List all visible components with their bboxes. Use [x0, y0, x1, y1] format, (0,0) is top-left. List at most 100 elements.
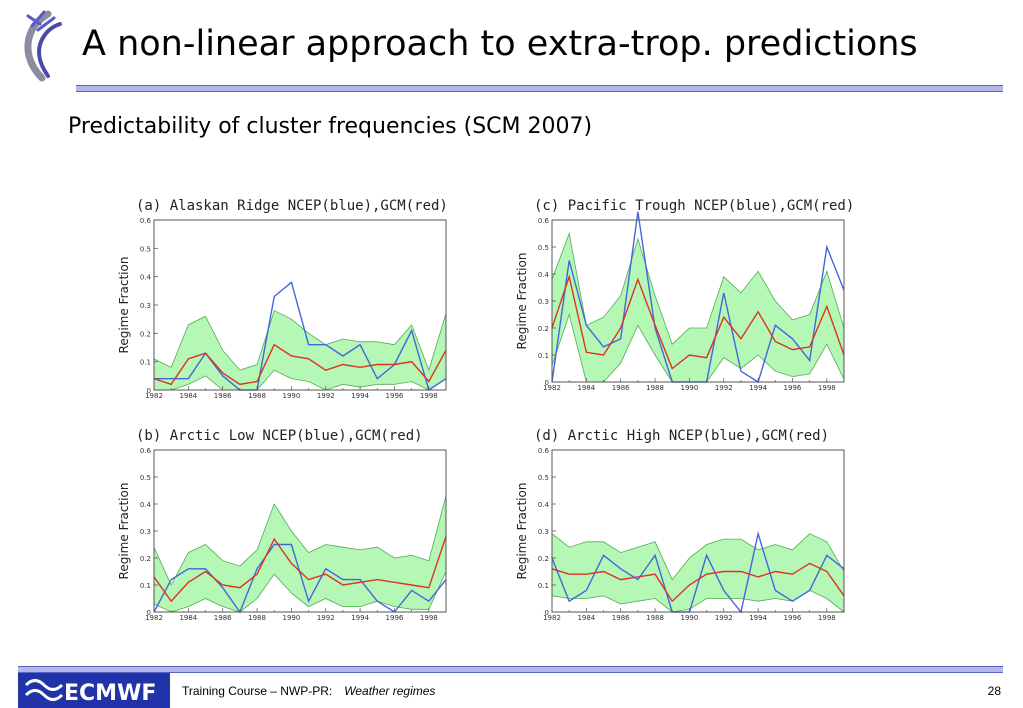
y-tick-label: 0 [545, 379, 549, 387]
ncep-line [153, 543, 447, 614]
y-tick-label: 0.1 [538, 582, 549, 590]
x-tick-label: 1996 [784, 384, 802, 392]
y-tick-label: 0.1 [140, 582, 151, 590]
x-tick-label: 1996 [784, 614, 802, 622]
x-tick-label: 1990 [680, 614, 698, 622]
y-tick-label: 0 [147, 387, 151, 395]
title-divider [76, 85, 1003, 92]
chart-title: (a) Alaskan Ridge NCEP(blue),GCM(red) [136, 198, 448, 214]
ecmwf-logo-text: ECMWF [64, 681, 156, 706]
x-tick-label: 1992 [317, 614, 335, 622]
chart-title: (d) Arctic High NCEP(blue),GCM(red) [534, 428, 829, 444]
y-tick-label: 0.6 [538, 447, 550, 455]
x-tick-label: 1988 [248, 392, 266, 400]
x-tick-label: 1986 [612, 614, 630, 622]
x-tick-label: 1990 [282, 392, 300, 400]
y-tick-label: 0.3 [140, 528, 151, 536]
x-tick-label: 1998 [818, 384, 836, 392]
x-tick-label: 1984 [179, 392, 197, 400]
x-tick-label: 1998 [420, 392, 438, 400]
y-axis-label: Regime Fraction [117, 257, 131, 354]
ncep-line [154, 281, 447, 392]
footer-divider [18, 666, 1003, 673]
y-axis-label: Regime Fraction [515, 253, 529, 350]
slide-title: A non-linear approach to extra-trop. pre… [82, 24, 918, 64]
slide-subtitle: Predictability of cluster frequencies (S… [68, 114, 593, 139]
chart-panel-pacific-trough: (c) Pacific Trough NCEP(blue),GCM(red) Re… [510, 192, 855, 392]
page-number: 28 [987, 684, 1001, 698]
ncep-line [551, 530, 845, 614]
x-tick-label: 1982 [543, 614, 561, 622]
y-tick-label: 0.6 [538, 217, 550, 225]
chart-svg-b: (b) Arctic Low NCEP(blue),GCM(red) Regime… [117, 428, 447, 622]
y-tick-label: 0.1 [538, 352, 549, 360]
y-tick-label: 0.4 [538, 501, 550, 509]
y-tick-label: 0.2 [140, 555, 151, 563]
y-tick-label: 0.4 [140, 501, 152, 509]
y-axis-label: Regime Fraction [515, 483, 529, 580]
x-tick-label: 1998 [818, 614, 836, 622]
x-tick-label: 1992 [317, 392, 335, 400]
x-tick-label: 1982 [145, 614, 163, 622]
x-tick-label: 1982 [543, 384, 561, 392]
x-tick-label: 1994 [351, 614, 369, 622]
y-tick-label: 0.5 [140, 474, 151, 482]
y-tick-label: 0.5 [538, 474, 549, 482]
chart-panel-arctic-low: (b) Arctic Low NCEP(blue),GCM(red) Regime… [112, 422, 457, 622]
x-tick-label: 1988 [646, 614, 664, 622]
x-tick-label: 1986 [214, 392, 232, 400]
y-tick-label: 0.3 [538, 298, 549, 306]
chart-panel-alaskan-ridge: (a) Alaskan Ridge NCEP(blue),GCM(red) Reg… [112, 192, 457, 400]
y-tick-label: 0.5 [538, 244, 549, 252]
y-tick-label: 0 [545, 609, 549, 617]
spread-band [153, 495, 447, 613]
x-tick-label: 1994 [749, 384, 767, 392]
x-tick-label: 1984 [577, 384, 595, 392]
y-axis-label: Regime Fraction [117, 483, 131, 580]
gcm-line [551, 274, 845, 370]
x-tick-label: 1986 [612, 384, 630, 392]
y-tick-label: 0.2 [538, 555, 549, 563]
y-tick-label: 0.2 [538, 325, 549, 333]
y-tick-label: 0.5 [140, 245, 151, 253]
spread-band [551, 232, 845, 383]
x-tick-label: 1996 [386, 392, 404, 400]
x-tick-label: 1990 [282, 614, 300, 622]
x-tick-label: 1994 [351, 392, 369, 400]
chart-svg-c: (c) Pacific Trough NCEP(blue),GCM(red) Re… [515, 198, 854, 392]
footer-caption: Training Course – NWP-PR: Weather regimes [182, 684, 435, 698]
x-tick-label: 1994 [749, 614, 767, 622]
footer-course: Training Course – NWP-PR: [182, 684, 333, 698]
x-tick-label: 1996 [386, 614, 404, 622]
y-tick-label: 0.1 [140, 359, 151, 367]
x-tick-label: 1984 [179, 614, 197, 622]
gcm-line [153, 536, 447, 603]
y-tick-label: 0 [147, 609, 151, 617]
y-tick-label: 0.4 [140, 274, 152, 282]
chart-svg-d: (d) Arctic High NCEP(blue),GCM(red) Regim… [515, 428, 845, 622]
chart-svg-a: (a) Alaskan Ridge NCEP(blue),GCM(red) Reg… [117, 198, 448, 400]
y-tick-label: 0.6 [140, 447, 152, 455]
ecmwf-logo: ECMWF [18, 673, 170, 708]
y-tick-label: 0.3 [538, 528, 549, 536]
chart-title: (c) Pacific Trough NCEP(blue),GCM(red) [534, 198, 854, 214]
x-tick-label: 1984 [577, 614, 595, 622]
x-tick-label: 1988 [248, 614, 266, 622]
y-tick-label: 0.6 [140, 217, 152, 225]
x-tick-label: 1990 [680, 384, 698, 392]
x-tick-label: 1992 [715, 614, 733, 622]
footer-topic: Weather regimes [344, 684, 436, 698]
x-tick-label: 1998 [420, 614, 438, 622]
x-tick-label: 1982 [145, 392, 163, 400]
x-tick-label: 1988 [646, 384, 664, 392]
x-tick-label: 1986 [214, 614, 232, 622]
chart-title: (b) Arctic Low NCEP(blue),GCM(red) [136, 428, 423, 444]
y-tick-label: 0.3 [140, 302, 151, 310]
gcm-line [551, 562, 845, 603]
y-tick-label: 0.2 [140, 330, 151, 338]
ecmwf-swirl-logo [18, 6, 68, 84]
chart-panel-arctic-high: (d) Arctic High NCEP(blue),GCM(red) Regim… [510, 422, 855, 622]
gcm-line [153, 343, 447, 386]
y-tick-label: 0.4 [538, 271, 550, 279]
x-tick-label: 1992 [715, 384, 733, 392]
